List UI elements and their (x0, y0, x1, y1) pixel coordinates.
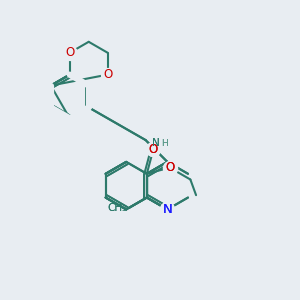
Text: N: N (152, 139, 160, 148)
Text: O: O (148, 143, 158, 156)
Text: O: O (148, 143, 158, 156)
Text: N: N (163, 203, 172, 216)
Text: O: O (65, 46, 74, 59)
Text: O: O (165, 161, 174, 174)
Text: N: N (152, 139, 160, 148)
Text: O: O (103, 68, 112, 81)
Text: CH₃: CH₃ (108, 203, 127, 213)
Text: H: H (161, 140, 168, 148)
Text: N: N (163, 203, 172, 216)
Text: CH₃: CH₃ (108, 203, 127, 213)
Text: H: H (161, 140, 168, 148)
Text: O: O (165, 161, 174, 174)
